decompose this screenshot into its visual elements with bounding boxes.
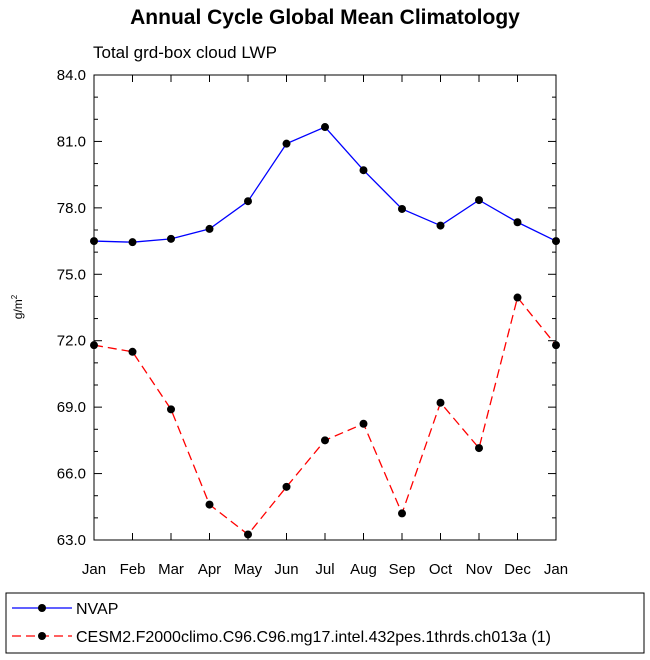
- legend: NVAP CESM2.F2000climo.C96.C96.mg17.intel.…: [12, 601, 551, 646]
- x-tick-label: Oct: [429, 561, 453, 578]
- y-tick-label: 84.0: [57, 67, 86, 84]
- series-1-point: [167, 234, 175, 243]
- x-tick-label: Jul: [315, 561, 334, 578]
- series-line-2: [93, 296, 557, 536]
- legend-marker-1: [38, 604, 46, 612]
- series-1-point: [321, 123, 329, 132]
- series-2-point: [90, 341, 98, 350]
- series-2-point: [513, 293, 522, 302]
- series-2-point: [128, 347, 137, 356]
- series-2-point: [359, 419, 368, 428]
- series-1-point: [436, 221, 445, 230]
- series-1-point: [90, 237, 98, 246]
- plot-frame: [93, 74, 557, 541]
- series-2-point: [321, 436, 329, 445]
- series-2-point: [167, 405, 175, 414]
- series-1-point: [359, 166, 368, 175]
- x-tick-label: May: [234, 561, 263, 578]
- x-tick-label: Nov: [466, 561, 493, 578]
- x-tick-label: Apr: [198, 561, 221, 578]
- y-axis-label-text: g/m: [11, 299, 25, 319]
- x-tick-label: Mar: [158, 561, 184, 578]
- y-tick-label: 78.0: [57, 200, 86, 217]
- y-tick-label: 72.0: [57, 333, 86, 350]
- y-tick-label: 75.0: [57, 266, 86, 283]
- x-tick-label: Jun: [274, 561, 298, 578]
- series-1-point: [398, 204, 406, 213]
- chart-title: Annual Cycle Global Mean Climatology: [130, 6, 520, 29]
- series-1-point: [244, 197, 252, 206]
- y-tick-label: 66.0: [57, 466, 86, 483]
- series-2-point: [205, 500, 214, 509]
- series-1-point: [128, 238, 137, 247]
- legend-label-1: NVAP: [76, 601, 118, 618]
- series-2-point: [475, 444, 483, 453]
- x-tick-label: Jan: [82, 561, 106, 578]
- series-2-point: [436, 398, 445, 407]
- series-1-point: [205, 224, 214, 233]
- chart-subtitle: Total grd-box cloud LWP: [93, 43, 277, 62]
- y-axis-label-superscript: 2: [10, 294, 19, 299]
- legend-box: [5, 592, 645, 654]
- legend-marker-2: [38, 632, 46, 640]
- series-line-1: [93, 126, 557, 243]
- series-2-point: [282, 482, 291, 491]
- y-tick-label: 69.0: [57, 399, 86, 416]
- plot-axes: Jan Feb Mar Apr May Jun Jul Aug Sep Oct Nov Dec Jan 6…: [57, 67, 568, 578]
- series-2-point: [552, 341, 560, 350]
- y-tick-label: 81.0: [57, 133, 86, 150]
- x-tick-label: Sep: [389, 561, 416, 578]
- legend-label-2: CESM2.F2000climo.C96.C96.mg17.intel.432p…: [76, 629, 551, 646]
- series-2-point: [244, 530, 252, 539]
- series-1-point: [513, 218, 522, 227]
- x-tick-label: Jan: [544, 561, 568, 578]
- x-tick-label: Aug: [350, 561, 377, 578]
- y-axis-label: g/m2: [10, 294, 25, 319]
- series-1-point: [282, 139, 291, 148]
- series-1-point: [552, 237, 560, 246]
- y-tick-label: 63.0: [57, 532, 86, 549]
- x-tick-label: Dec: [504, 561, 531, 578]
- series-2-point: [398, 509, 406, 518]
- plot-series: [90, 123, 560, 539]
- x-tick-label: Feb: [120, 561, 146, 578]
- series-1-point: [475, 196, 483, 205]
